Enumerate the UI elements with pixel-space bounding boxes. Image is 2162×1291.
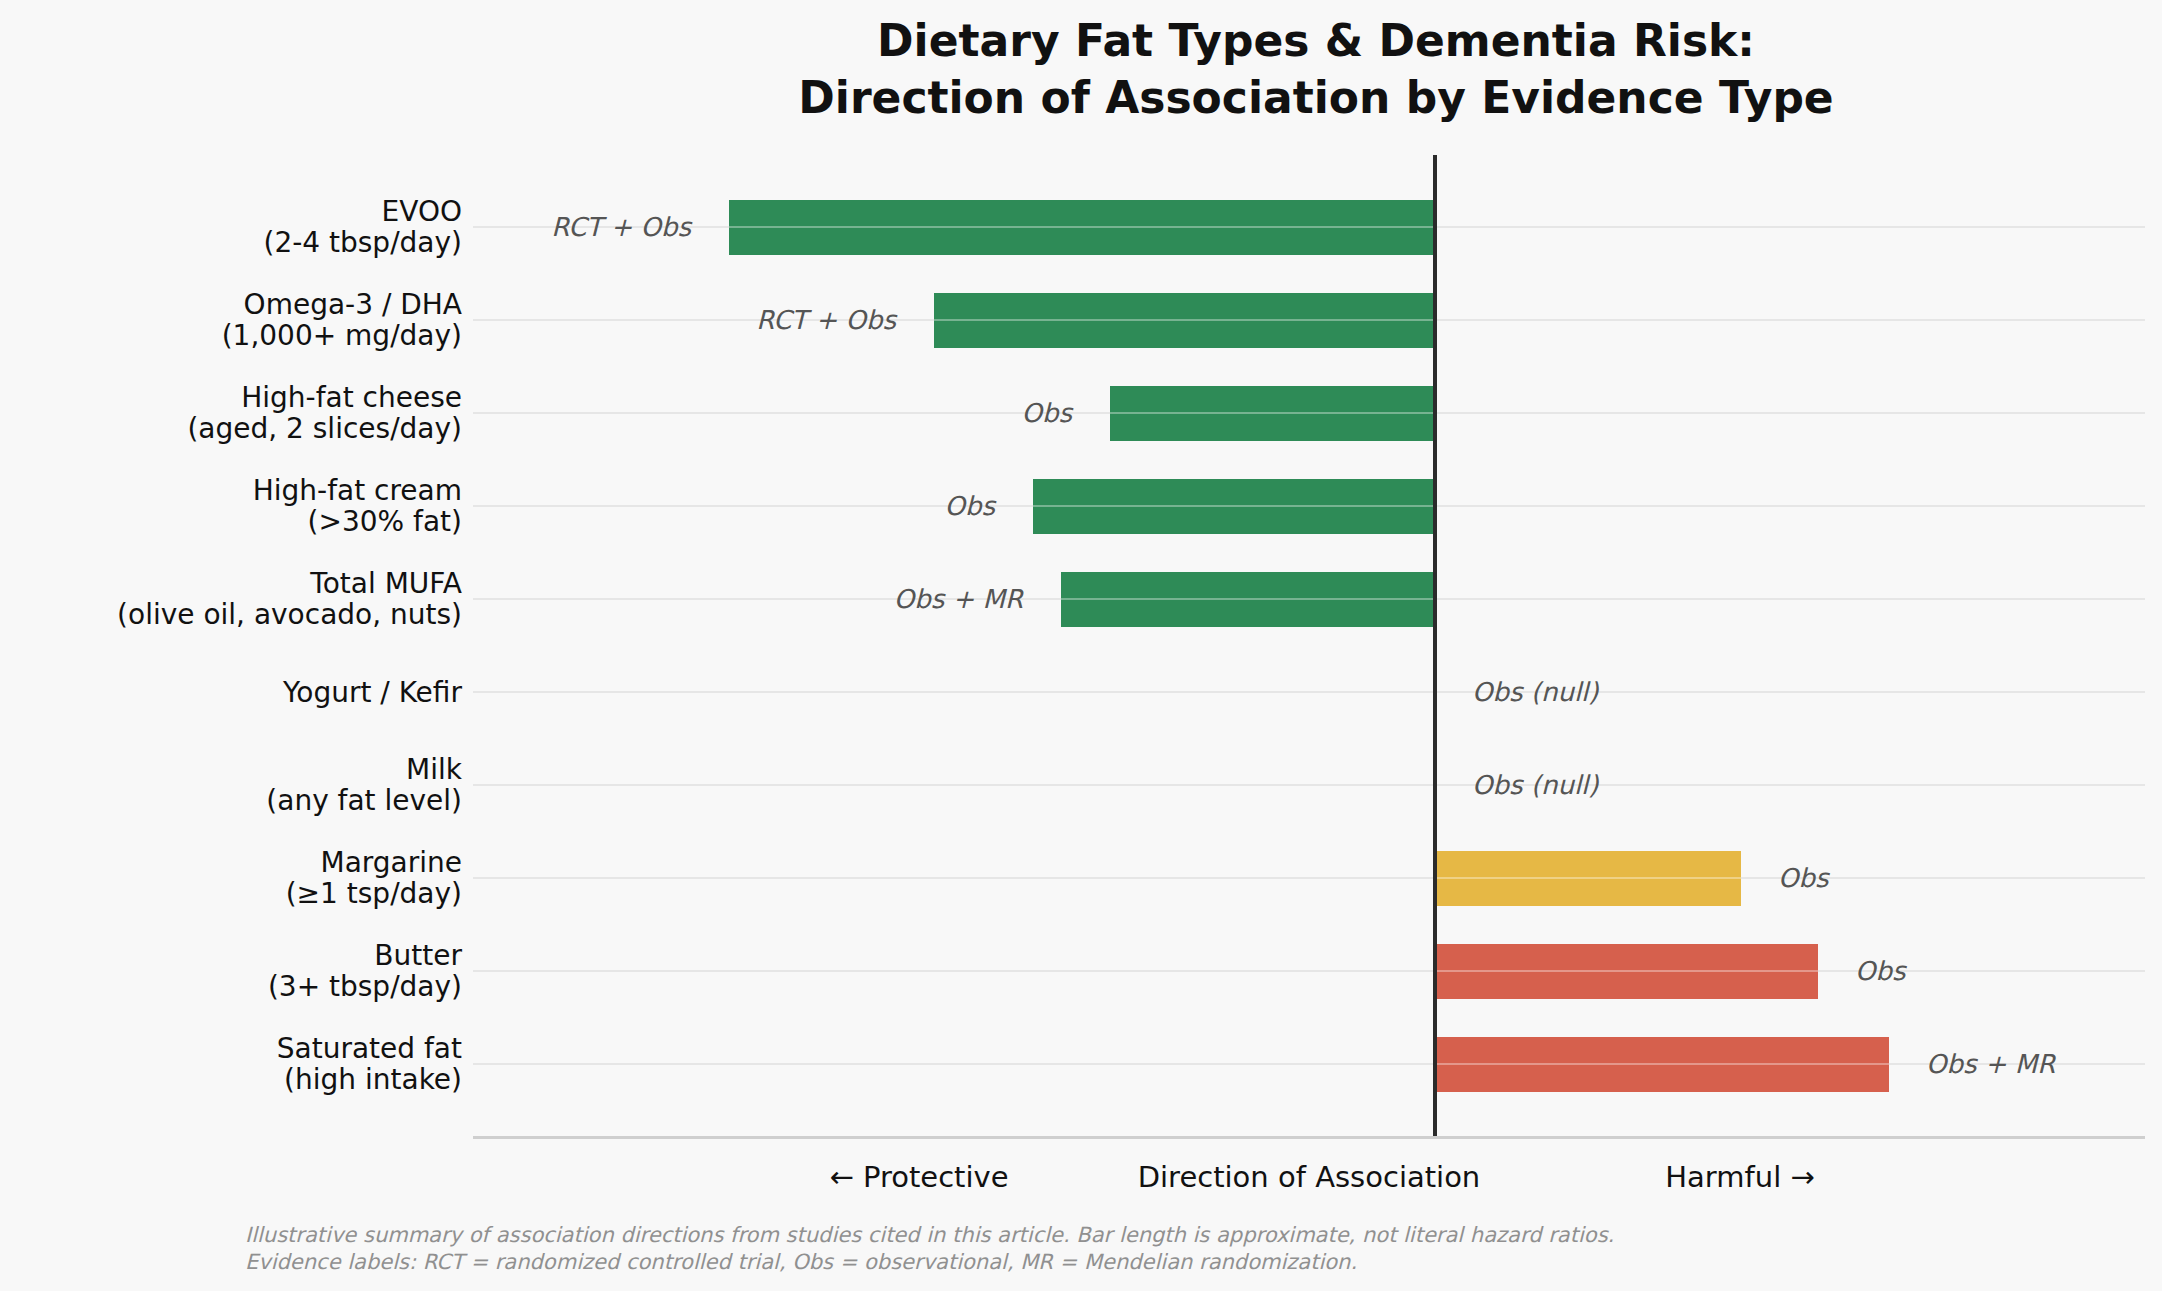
evidence-label: Obs (1778, 863, 1829, 893)
bar (1061, 572, 1435, 627)
evidence-label: Obs (1021, 398, 1072, 428)
category-label-line: Saturated fat (0, 1033, 462, 1064)
category-label-line: (2-4 tbsp/day) (0, 227, 462, 258)
category-label-line: (olive oil, avocado, nuts) (0, 599, 462, 630)
category-label: EVOO(2-4 tbsp/day) (0, 196, 462, 258)
x-axis-spine (473, 1136, 2145, 1139)
x-axis-title: Direction of Association (1138, 1160, 1481, 1194)
bar (1033, 479, 1435, 534)
category-label-line: High-fat cream (0, 475, 462, 506)
chart-title: Dietary Fat Types & Dementia Risk: Direc… (798, 12, 1833, 126)
category-label-line: (high intake) (0, 1064, 462, 1095)
category-label-line: Butter (0, 940, 462, 971)
footnote-line1: Illustrative summary of association dire… (245, 1222, 1614, 1249)
chart-title-line1: Dietary Fat Types & Dementia Risk: (798, 12, 1833, 69)
category-label-line: Milk (0, 754, 462, 785)
footnote: Illustrative summary of association dire… (245, 1222, 1614, 1276)
chart-figure: Dietary Fat Types & Dementia Risk: Direc… (0, 0, 2162, 1291)
evidence-label: Obs + MR (894, 584, 1023, 614)
category-label: Total MUFA(olive oil, avocado, nuts) (0, 568, 462, 630)
category-label-line: Total MUFA (0, 568, 462, 599)
footnote-line2: Evidence labels: RCT = randomized contro… (245, 1249, 1614, 1276)
evidence-label: Obs (944, 491, 995, 521)
bar (1437, 944, 1818, 999)
category-label-line: High-fat cheese (0, 382, 462, 413)
category-label: Yogurt / Kefir (0, 677, 462, 708)
evidence-label: Obs (null) (1472, 677, 1598, 707)
caption-harmful: Harmful → (1665, 1160, 1814, 1194)
category-label: Saturated fat(high intake) (0, 1033, 462, 1095)
category-label-line: (>30% fat) (0, 506, 462, 537)
category-label-line: (1,000+ mg/day) (0, 320, 462, 351)
zero-axis-line (1433, 155, 1437, 1137)
evidence-label: RCT + Obs (551, 212, 691, 242)
category-label-line: Yogurt / Kefir (0, 677, 462, 708)
bar (729, 200, 1435, 255)
category-label: Milk(any fat level) (0, 754, 462, 816)
bar (1437, 851, 1741, 906)
category-label: Butter(3+ tbsp/day) (0, 940, 462, 1002)
category-label-line: (≥1 tsp/day) (0, 878, 462, 909)
category-label-line: Margarine (0, 847, 462, 878)
category-label: High-fat cream(>30% fat) (0, 475, 462, 537)
category-label-line: (3+ tbsp/day) (0, 971, 462, 1002)
bar (934, 293, 1435, 348)
gridline (473, 877, 2145, 879)
evidence-label: RCT + Obs (756, 305, 896, 335)
chart-title-line2: Direction of Association by Evidence Typ… (798, 69, 1833, 126)
category-label: Omega-3 / DHA(1,000+ mg/day) (0, 289, 462, 351)
category-label-line: EVOO (0, 196, 462, 227)
category-label: Margarine(≥1 tsp/day) (0, 847, 462, 909)
evidence-label: Obs + MR (1926, 1049, 2055, 1079)
bar (1437, 1037, 1889, 1092)
bar (1110, 386, 1435, 441)
gridline (473, 691, 2145, 693)
category-label-line: (any fat level) (0, 785, 462, 816)
evidence-label: Obs (null) (1472, 770, 1598, 800)
category-label-line: (aged, 2 slices/day) (0, 413, 462, 444)
category-label-line: Omega-3 / DHA (0, 289, 462, 320)
gridline (473, 1063, 2145, 1065)
category-label: High-fat cheese(aged, 2 slices/day) (0, 382, 462, 444)
evidence-label: Obs (1855, 956, 1906, 986)
caption-protective: ← Protective (829, 1160, 1008, 1194)
gridline (473, 784, 2145, 786)
